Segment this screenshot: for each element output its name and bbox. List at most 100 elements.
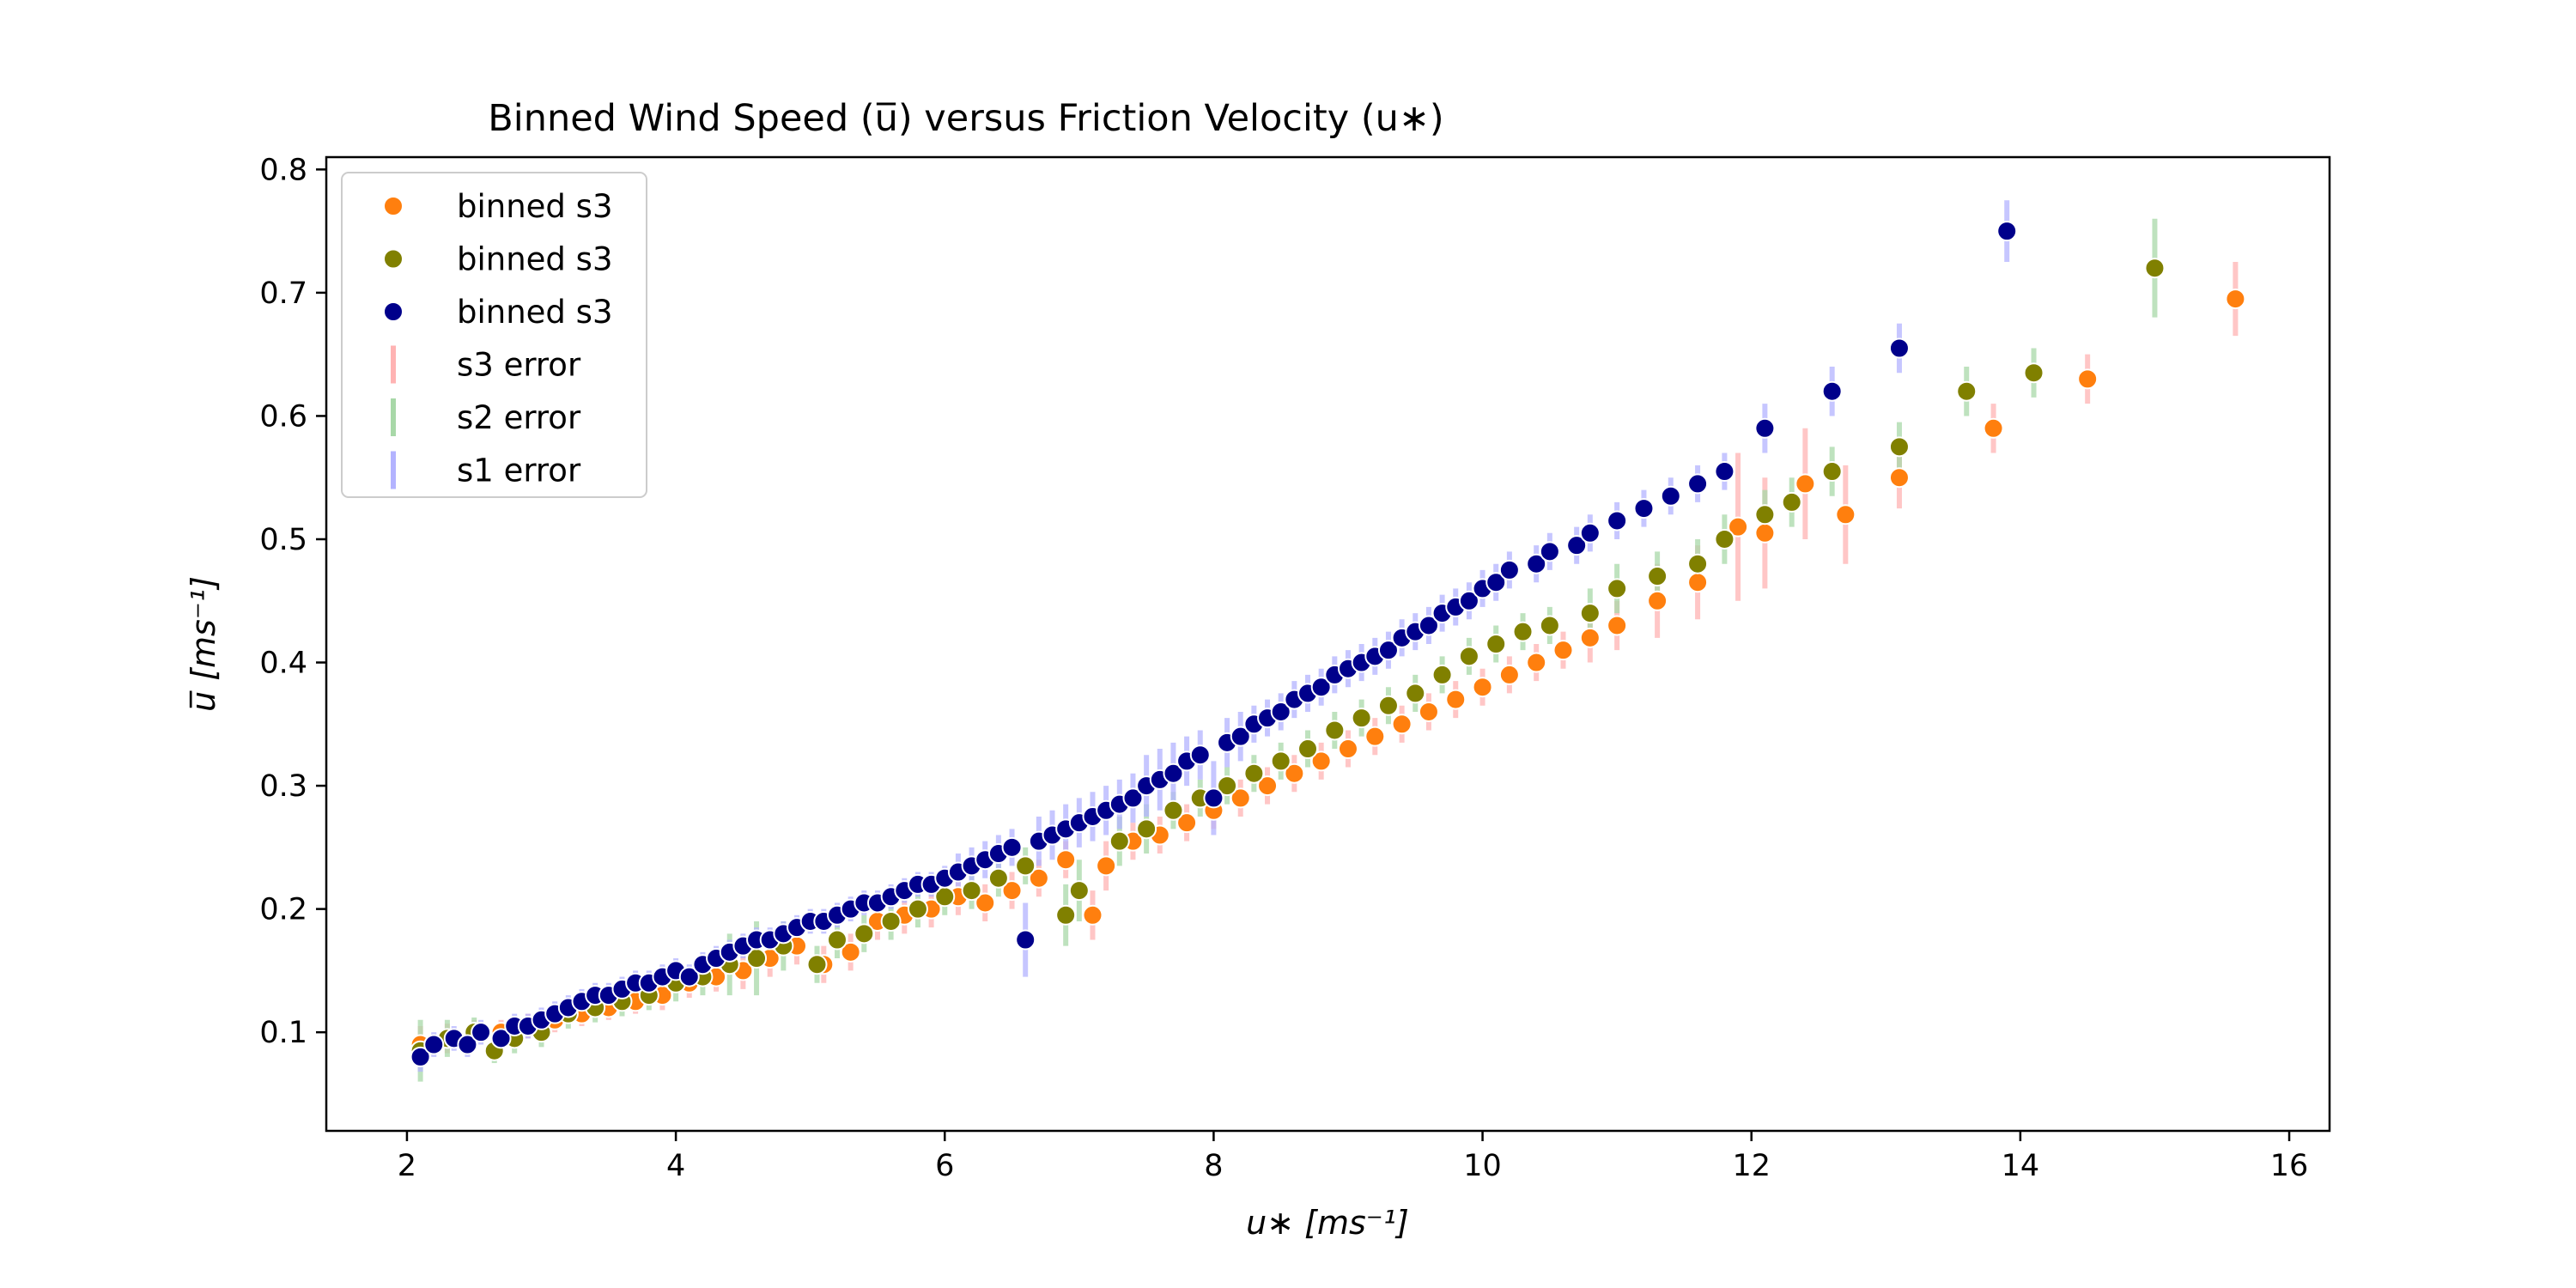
y-axis: 0.1 0.2 0.3 0.4 0.5 0.6 0.7 0.8	[259, 153, 326, 1050]
data-point	[1015, 855, 1036, 877]
data-point	[1163, 799, 1184, 821]
data-point	[1257, 775, 1279, 797]
data-point	[471, 1022, 492, 1043]
data-points	[410, 221, 2246, 1067]
x-tick-label: 10	[1463, 1149, 1502, 1183]
data-point	[457, 1034, 478, 1055]
data-point	[907, 898, 928, 920]
data-point	[1579, 522, 1601, 544]
legend-marker	[383, 248, 404, 270]
data-point	[1472, 677, 1493, 698]
x-tick-label: 4	[666, 1149, 685, 1183]
data-point	[2144, 258, 2166, 279]
data-point	[1122, 787, 1144, 809]
data-point	[987, 867, 1009, 889]
x-tick-label: 12	[1732, 1149, 1771, 1183]
data-point	[1714, 528, 1735, 550]
y-axis-label: u̅ [ms⁻¹]	[185, 576, 222, 712]
data-point	[2077, 368, 2099, 390]
data-point	[678, 966, 700, 987]
data-point	[854, 923, 875, 945]
data-point	[1445, 689, 1467, 710]
data-point	[880, 910, 902, 932]
data-point	[1391, 714, 1413, 735]
legend-label: binned s3	[457, 188, 613, 225]
legend-label: binned s3	[457, 241, 613, 278]
legend-frame	[341, 172, 647, 498]
data-point	[826, 929, 848, 951]
data-point	[1217, 775, 1238, 797]
data-point	[1431, 664, 1453, 685]
data-point	[1176, 812, 1198, 834]
y-tick-label: 0.6	[259, 399, 307, 434]
data-point	[1835, 504, 1856, 526]
y-tick-label: 0.7	[259, 276, 307, 311]
data-point	[1310, 750, 1332, 772]
data-point	[2023, 362, 2044, 384]
data-point	[1418, 615, 1439, 636]
y-tick-label: 0.4	[259, 647, 307, 681]
data-point	[1728, 516, 1749, 538]
x-axis: 2 4 6 8 10 12 14 16	[398, 1131, 2308, 1183]
data-point	[1189, 744, 1211, 766]
data-point	[1082, 904, 1103, 926]
data-point	[1566, 535, 1588, 556]
legend-label: s3 error	[457, 347, 581, 384]
data-point	[1136, 818, 1157, 840]
data-point	[1270, 750, 1291, 772]
data-point	[1028, 867, 1049, 889]
y-tick-label: 0.2	[259, 893, 307, 927]
data-point	[1821, 380, 1843, 402]
legend-marker	[383, 301, 404, 322]
data-point	[1458, 590, 1479, 611]
data-point	[1337, 738, 1358, 760]
data-point	[410, 1046, 431, 1067]
data-point	[1055, 904, 1077, 926]
data-point	[1539, 615, 1560, 636]
y-tick-label: 0.8	[259, 153, 307, 187]
legend: binned s3 binned s3 binned s3 s3 error s2 er…	[341, 172, 647, 498]
data-point	[1418, 701, 1439, 722]
data-point	[1351, 708, 1372, 729]
x-tick-label: 2	[398, 1149, 416, 1183]
data-point	[1001, 836, 1023, 858]
data-point	[2225, 289, 2246, 310]
data-point	[1001, 880, 1023, 902]
data-point	[1230, 787, 1251, 809]
data-point	[1055, 849, 1077, 871]
data-point	[1888, 337, 1910, 359]
data-point	[1607, 578, 1628, 599]
data-point	[1068, 880, 1090, 902]
legend-label: s1 error	[457, 453, 581, 489]
data-point	[1660, 485, 1681, 507]
data-point	[1687, 473, 1709, 495]
data-point	[1714, 461, 1735, 483]
data-point	[1109, 830, 1130, 852]
data-point	[1996, 221, 2018, 242]
x-tick-label: 16	[2270, 1149, 2309, 1183]
data-point	[1754, 522, 1776, 544]
data-point	[1163, 762, 1184, 784]
data-point	[1485, 634, 1507, 654]
data-point	[1754, 417, 1776, 439]
data-point	[1552, 640, 1574, 661]
data-point	[1526, 652, 1547, 673]
legend-marker	[383, 196, 404, 216]
data-point	[1498, 664, 1520, 685]
data-point	[1310, 677, 1332, 698]
data-point	[1270, 701, 1291, 722]
data-point	[1795, 473, 1816, 495]
data-point	[1203, 787, 1224, 809]
x-tick-label: 6	[935, 1149, 954, 1183]
data-point	[423, 1034, 445, 1055]
legend-entries: binned s3 binned s3 binned s3 s3 error s2 er…	[383, 188, 613, 489]
data-point	[1607, 510, 1628, 532]
data-point	[1687, 572, 1709, 593]
legend-label: binned s3	[457, 294, 613, 331]
data-point	[1324, 720, 1346, 741]
data-point	[1284, 762, 1305, 784]
data-point	[1096, 855, 1117, 877]
data-point	[1687, 553, 1709, 574]
chart-title: Binned Wind Speed (u̅) versus Friction V…	[488, 97, 1443, 140]
